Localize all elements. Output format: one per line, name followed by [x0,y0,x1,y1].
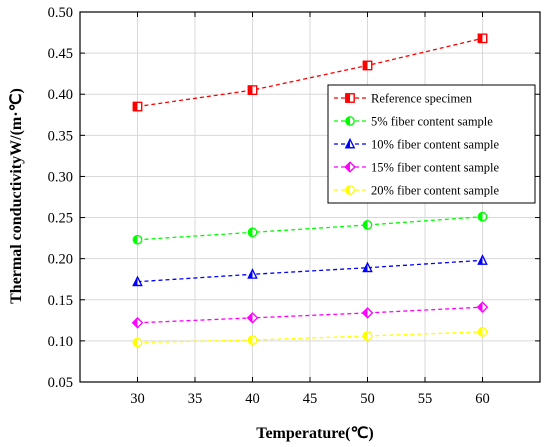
data-point [132,234,143,245]
data-point [477,327,488,337]
legend-item: 5% fiber content sample [334,115,493,129]
legend-marker [345,116,355,126]
x-tick-label: 60 [475,391,490,407]
legend-label: 5% fiber content sample [371,115,493,129]
data-point [247,335,258,345]
series-line-2 [137,216,483,241]
data-point [477,33,488,44]
y-tick-label: 0.20 [48,252,73,268]
data-point [247,85,258,95]
x-axis-title: Temperature(℃) [256,425,374,442]
axis-ticks [80,11,540,383]
series-line-4 [137,306,483,324]
data-point [247,227,258,238]
x-tick-label: 35 [188,391,203,407]
series-lines [137,37,483,344]
x-tick-label: 40 [245,391,260,407]
y-tick-label: 0.30 [48,169,73,185]
data-point [362,331,373,341]
y-tick-label: 0.25 [48,211,73,227]
legend: Reference specimen 5% fiber content sampl… [327,84,536,204]
x-tick-label: 30 [130,391,145,407]
series-line-5 [137,331,483,344]
legend-marker [344,161,356,173]
y-tick-label: 0.50 [48,5,73,21]
series-line-1 [137,37,483,108]
y-tick-label: 0.35 [48,128,73,144]
data-point [362,261,373,273]
y-tick-label: 0.45 [48,46,73,62]
data-point [476,301,489,313]
legend-label: 15% fiber content sample [371,161,500,175]
series-line-3 [137,259,483,283]
markers [131,33,489,348]
legend-marker [345,185,355,195]
y-tick-label: 0.40 [48,87,73,103]
y-tick-label: 0.05 [48,375,73,391]
data-point [132,337,143,348]
legend-marker [344,138,356,149]
data-point [132,275,143,287]
x-tick-label: 45 [303,391,318,407]
data-point [362,60,373,71]
data-point [477,211,488,222]
legend-item: 10% fiber content sample [334,138,500,152]
x-tick-label: 55 [418,391,433,407]
legend-item: 20% fiber content sample [334,184,500,198]
data-point [362,220,373,230]
legend-item: 15% fiber content sample [334,161,500,175]
x-tick-label: 50 [360,391,375,407]
y-tick-labels: 0.05 0.10 0.15 0.20 0.25 0.30 0.35 0.40 0.45 0.50 [48,5,73,391]
x-tick-labels: 30 35 40 45 50 55 60 [130,391,490,407]
legend-label: 20% fiber content sample [371,184,500,198]
data-point [246,312,259,324]
data-point [132,101,143,112]
data-point [247,268,258,279]
legend-label: 10% fiber content sample [371,138,500,152]
legend-item: Reference specimen [334,92,473,106]
legend-marker [345,93,355,103]
y-tick-label: 0.15 [48,293,73,309]
data-point [131,317,144,329]
data-point [361,307,374,319]
legend-label: Reference specimen [371,92,473,106]
y-axis-title: Thermal conductivityW/(m·℃) [8,88,25,304]
data-point [477,254,488,265]
y-tick-label: 0.10 [48,334,73,350]
